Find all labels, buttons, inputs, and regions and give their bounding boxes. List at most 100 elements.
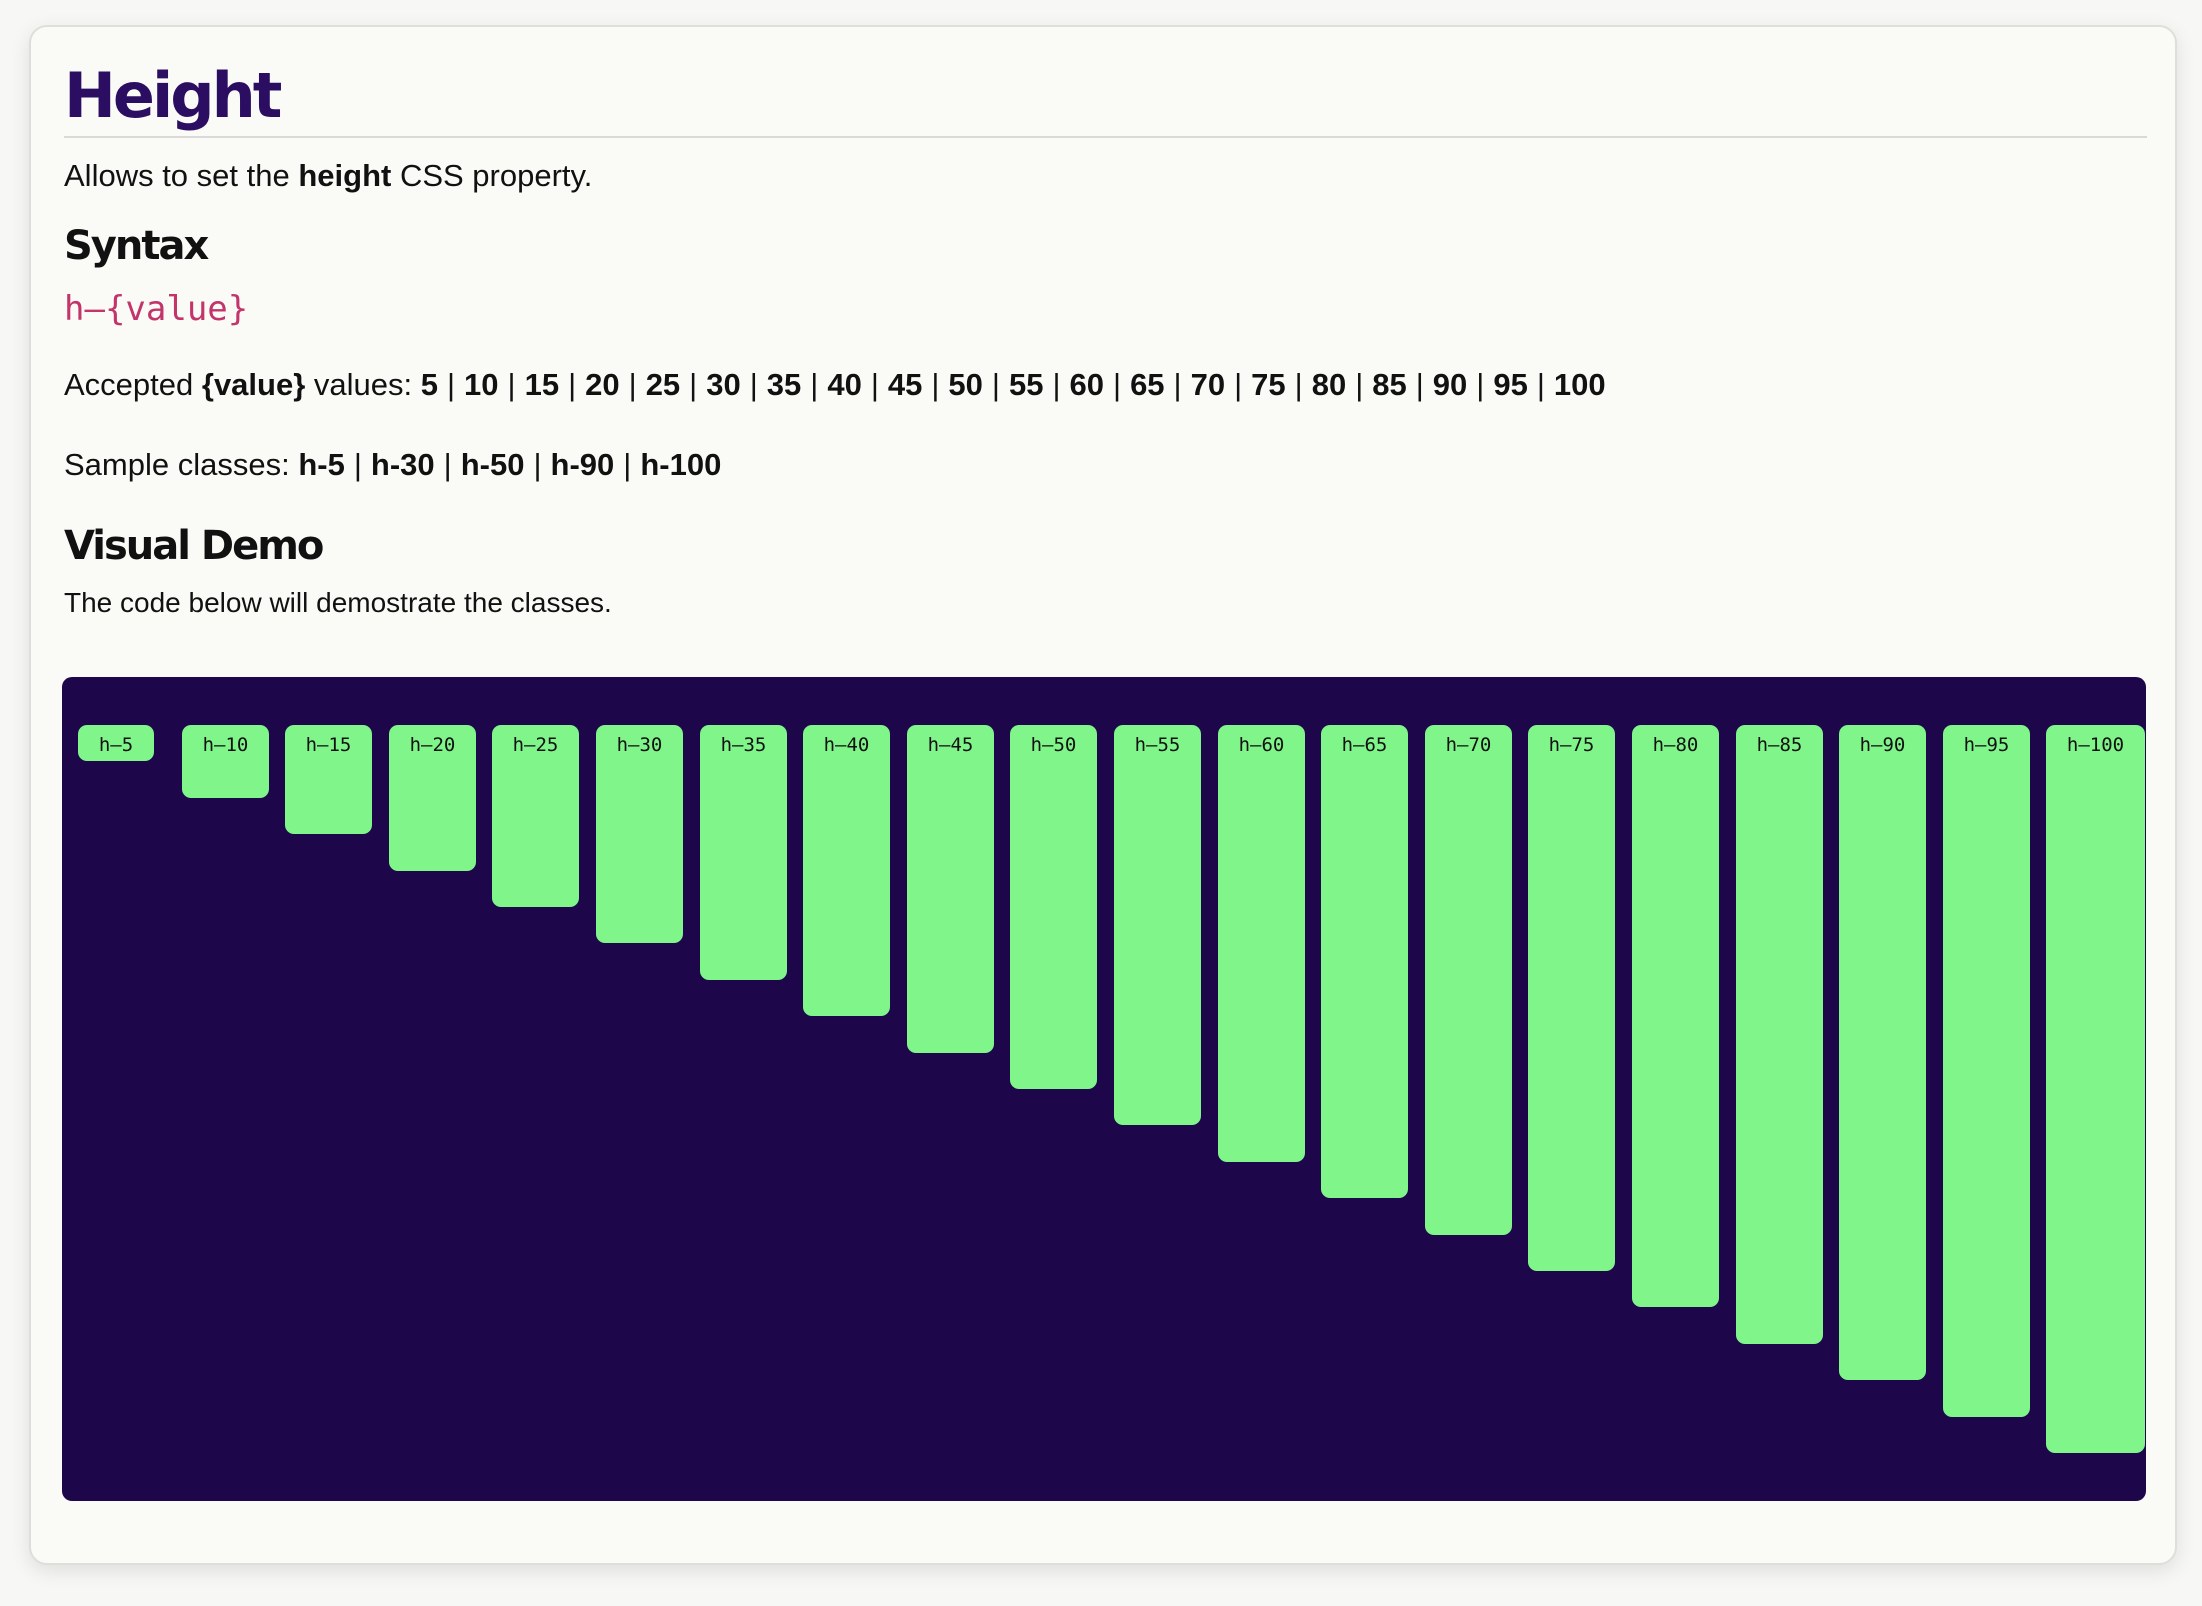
demo-box: h–50 — [1010, 725, 1097, 1089]
accepted-prefix: Accepted — [64, 367, 202, 402]
separator: | — [689, 367, 698, 402]
sample-prefix: Sample classes: — [64, 447, 299, 482]
sample-class: h-5 — [298, 447, 345, 482]
demo-box-label: h–5 — [98, 734, 134, 756]
demo-box: h–20 — [389, 725, 476, 871]
accepted-value: 5 — [420, 367, 438, 402]
accepted-value: 40 — [827, 367, 862, 402]
demo-box-label: h–65 — [1341, 734, 1388, 756]
demo-box-label: h–30 — [616, 734, 663, 756]
separator: | — [931, 367, 940, 402]
demo-box: h–55 — [1114, 725, 1201, 1125]
separator: | — [533, 447, 542, 482]
demo-box-label: h–55 — [1134, 734, 1181, 756]
accepted-value: 90 — [1432, 367, 1468, 402]
sample-classes-list: h-5 | h-30 | h-50 | h-90 | h-100 — [298, 447, 721, 482]
demo-box-label: h–80 — [1652, 734, 1699, 756]
sample-class: h-30 — [370, 447, 435, 482]
separator: | — [1355, 367, 1364, 402]
separator: | — [568, 367, 577, 402]
accepted-value: 60 — [1069, 367, 1104, 402]
demo-box-label: h–20 — [409, 734, 456, 756]
accepted-value: 45 — [887, 367, 923, 402]
separator: | — [991, 367, 1000, 402]
accepted-value: 15 — [524, 367, 560, 402]
separator: | — [353, 447, 362, 482]
title-divider — [64, 136, 2147, 138]
sample-class: h-100 — [640, 447, 722, 482]
demo-box-label: h–25 — [512, 734, 559, 756]
separator: | — [507, 367, 516, 402]
separator: | — [1415, 367, 1424, 402]
accepted-suffix: values: — [305, 367, 421, 402]
demo-box: h–90 — [1839, 725, 1926, 1380]
separator: | — [623, 447, 632, 482]
demo-box: h–65 — [1321, 725, 1408, 1198]
demo-box: h–5 — [78, 725, 154, 761]
intro-bold: height — [298, 158, 392, 193]
accepted-values-list: 5 | 10 | 15 | 20 | 25 | 30 | 35 | 40 | 45 | 50 | 55 | 60 | 65 | 70… — [421, 367, 1606, 402]
separator: | — [1052, 367, 1061, 402]
demo-box: h–85 — [1736, 725, 1823, 1344]
separator: | — [870, 367, 879, 402]
demo-box-label: h–70 — [1445, 734, 1492, 756]
accepted-value: 95 — [1493, 367, 1528, 402]
accepted-bold: {value} — [201, 367, 306, 402]
accepted-value: 65 — [1130, 367, 1165, 402]
intro-prefix: Allows to set the — [64, 158, 299, 193]
demo-box-label: h–85 — [1756, 734, 1803, 756]
demo-box: h–75 — [1528, 725, 1615, 1271]
demo-description: The code below will demostrate the class… — [64, 587, 612, 618]
separator: | — [1173, 367, 1182, 402]
demo-box: h–30 — [596, 725, 683, 943]
accepted-value: 75 — [1251, 367, 1286, 402]
separator: | — [1234, 367, 1243, 402]
demo-box: h–15 — [285, 725, 372, 834]
syntax-code: h–{value} — [64, 289, 249, 329]
demo-box-label: h–40 — [823, 734, 870, 756]
separator: | — [1294, 367, 1303, 402]
demo-box-label: h–90 — [1859, 734, 1906, 756]
separator: | — [810, 367, 819, 402]
demo-box: h–100 — [2046, 725, 2145, 1453]
accepted-values-line: Accepted {value} values: 5 | 10 | 15 | 20 | 25 | 3… — [64, 365, 2147, 405]
accepted-value: 80 — [1311, 367, 1347, 402]
content-body: Height Allows to set the height CSS prop… — [64, 60, 2147, 623]
demo-box: h–40 — [803, 725, 890, 1016]
demo-box: h–70 — [1425, 725, 1512, 1235]
demo-box: h–80 — [1632, 725, 1719, 1307]
sample-class: h-90 — [550, 447, 615, 482]
accepted-value: 35 — [766, 367, 802, 402]
accepted-value: 85 — [1372, 367, 1407, 402]
demo-box-label: h–45 — [927, 734, 974, 756]
demo-box-label: h–35 — [720, 734, 767, 756]
visual-demo-panel: h–5 h–10 h–15 h–20 h–25 h–30 h–35 h–40 h–45 h–50 h… — [62, 677, 2146, 1501]
sample-class: h-50 — [460, 447, 525, 482]
demo-box-label: h–15 — [305, 734, 352, 756]
accepted-value: 70 — [1190, 367, 1226, 402]
demo-box: h–25 — [492, 725, 579, 907]
accepted-value: 100 — [1553, 367, 1606, 402]
visual-demo-heading: Visual Demo — [64, 523, 324, 569]
separator: | — [628, 367, 637, 402]
sample-classes-line: Sample classes: h-5 | h-30 | h-50 | h-90 | h-100 — [64, 445, 2147, 485]
accepted-value: 25 — [645, 367, 681, 402]
intro-suffix: CSS property. — [391, 158, 593, 193]
demo-box: h–10 — [182, 725, 269, 798]
separator: | — [446, 367, 456, 402]
page-title: Height — [64, 59, 282, 132]
demo-box-label: h–100 — [2066, 734, 2125, 756]
separator: | — [1536, 367, 1545, 402]
accepted-value: 10 — [464, 367, 499, 402]
demo-box-label: h–75 — [1548, 734, 1595, 756]
demo-box-label: h–10 — [202, 734, 249, 756]
demo-box: h–60 — [1218, 725, 1305, 1162]
demo-box-label: h–95 — [1963, 734, 2010, 756]
accepted-value: 30 — [706, 367, 741, 402]
demo-box: h–45 — [907, 725, 994, 1053]
separator: | — [749, 367, 758, 402]
syntax-heading: Syntax — [64, 223, 209, 269]
demo-box: h–95 — [1943, 725, 2030, 1417]
separator: | — [1113, 367, 1122, 402]
separator: | — [443, 447, 452, 482]
